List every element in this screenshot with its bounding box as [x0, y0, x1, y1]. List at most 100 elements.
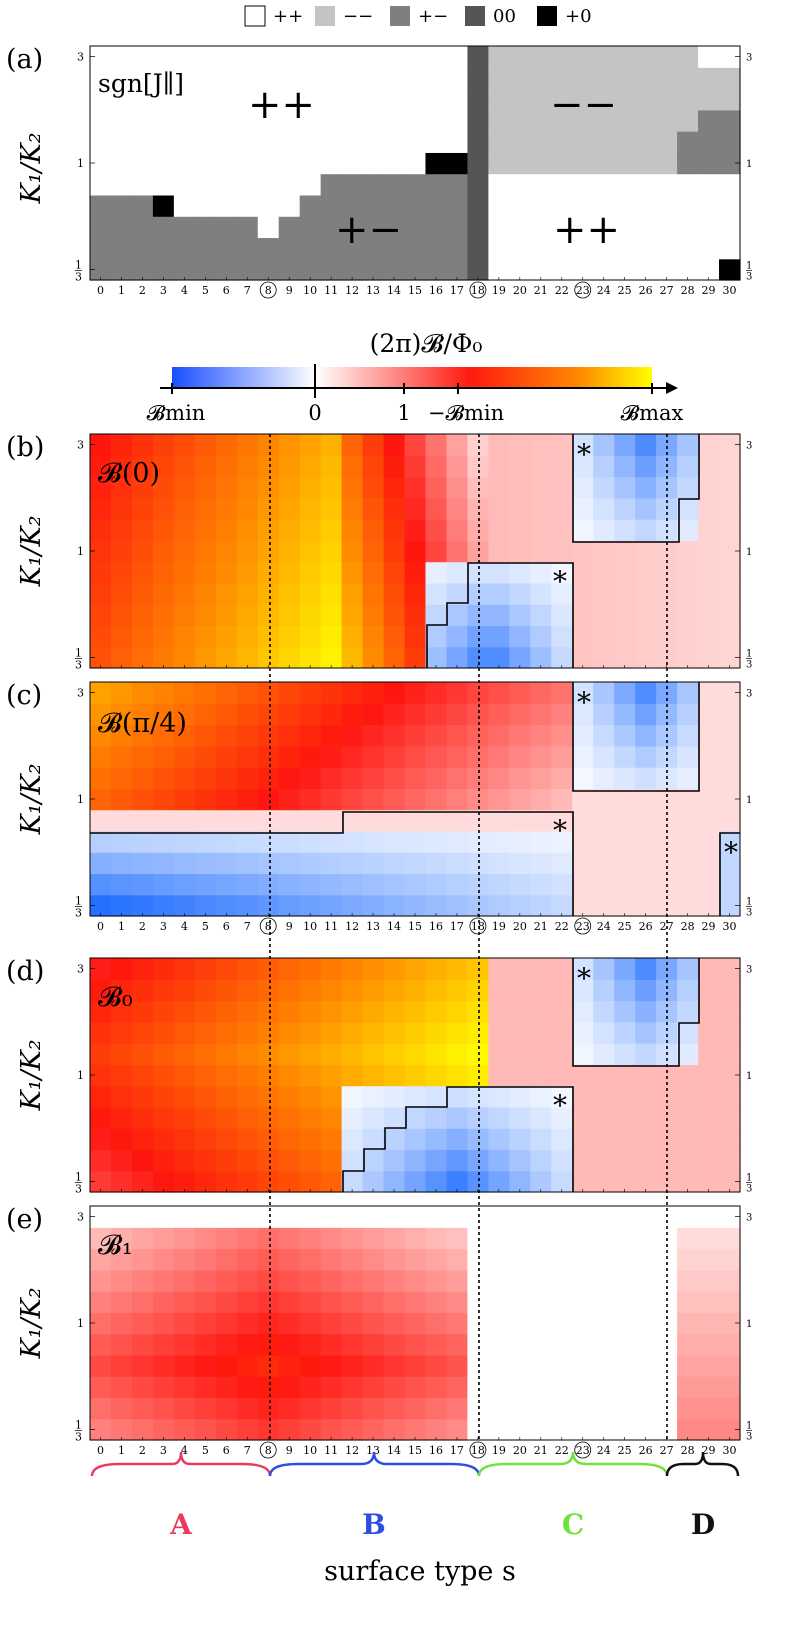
heatmap-cell-a: [383, 152, 406, 175]
heatmap-cell-e: [572, 1248, 594, 1271]
heatmap-cell-d: [320, 1149, 343, 1172]
heatmap-cell-e: [215, 1354, 238, 1377]
heatmap-cell-a: [509, 46, 531, 68]
heatmap-cell-b: [677, 561, 699, 584]
heatmap-cell-a: [299, 258, 322, 281]
heatmap-cell-a: [677, 258, 699, 281]
heatmap-cell-e: [509, 1418, 531, 1441]
heatmap-cell-a: [488, 109, 510, 132]
heatmap-cell-a: [530, 216, 552, 239]
heatmap-cell-e: [656, 1376, 678, 1399]
heatmap-cell-d: [614, 1149, 636, 1172]
x-tick-label: 11: [324, 284, 338, 297]
heatmap-cell-c: [488, 682, 510, 704]
heatmap-cell-a: [530, 152, 552, 175]
heatmap-cell-a: [404, 173, 427, 196]
heatmap-cell-a: [446, 109, 469, 132]
heatmap-cell-c: [551, 745, 573, 768]
heatmap-cell-e: [425, 1269, 448, 1292]
heatmap-cell-d: [152, 979, 175, 1002]
panel-d-boundary-upper: [572, 958, 700, 1067]
heatmap-cell-c: [152, 788, 175, 811]
heatmap-cell-e: [404, 1376, 427, 1399]
panel-e-title: 𝓑₁: [98, 1230, 133, 1261]
heatmap-cell-e: [299, 1354, 322, 1377]
heatmap-cell-c: [320, 852, 343, 875]
heatmap-cell-b: [509, 497, 531, 520]
heatmap-cell-e: [131, 1269, 154, 1292]
heatmap-cell-a: [341, 46, 364, 68]
x-tick-label: 26: [639, 920, 653, 933]
heatmap-cell-e: [677, 1227, 699, 1250]
heatmap-cell-d: [215, 1106, 238, 1129]
heatmap-cell-c: [110, 830, 133, 853]
x-tick-label: 15: [408, 920, 422, 933]
heatmap-cell-e: [719, 1227, 741, 1250]
heatmap-cell-e: [677, 1354, 699, 1377]
heatmap-cell-c: [467, 703, 489, 726]
heatmap-cell-c: [446, 788, 469, 811]
heatmap-cell-e: [719, 1418, 741, 1441]
heatmap-cell-d: [425, 1170, 448, 1193]
heatmap-cell-a: [131, 173, 154, 196]
heatmap-cell-b: [383, 540, 406, 563]
legend-swatch-plusminus: [390, 6, 410, 26]
heatmap-cell-d: [551, 1149, 573, 1172]
heatmap-cell-e: [572, 1333, 594, 1356]
heatmap-cell-e: [635, 1291, 657, 1313]
heatmap-cell-a: [593, 67, 615, 90]
heatmap-cell-e: [362, 1397, 385, 1420]
heatmap-cell-b: [131, 582, 154, 605]
heatmap-cell-b: [110, 519, 133, 541]
panel-a: (a) sgn[J∥] ++ −− +− ++ K₁/K₂: [6, 44, 741, 281]
heatmap-cell-a: [593, 131, 615, 153]
heatmap-cell-d: [677, 1128, 699, 1151]
heatmap-cell-e: [593, 1418, 615, 1441]
heatmap-cell-c: [572, 873, 594, 896]
panel-d-star-upper: *: [577, 962, 591, 995]
heatmap-cell-a: [551, 258, 573, 281]
heatmap-cell-e: [278, 1248, 301, 1271]
heatmap-cell-e: [110, 1291, 133, 1313]
heatmap-cell-b: [698, 434, 720, 456]
heatmap-cell-c: [530, 873, 552, 896]
heatmap-cell-b: [299, 455, 322, 478]
y-tick-label: 1: [75, 1170, 82, 1183]
heatmap-cell-b: [614, 625, 636, 648]
heatmap-cell-a: [173, 194, 196, 217]
heatmap-cell-d: [383, 1170, 406, 1193]
heatmap-cell-c: [530, 830, 552, 853]
heatmap-cell-c: [278, 767, 301, 789]
heatmap-cell-b: [677, 497, 699, 520]
heatmap-cell-a: [90, 237, 112, 260]
heatmap-cell-b: [278, 561, 301, 584]
heatmap-cell-a: [215, 173, 238, 196]
heatmap-cell-d: [572, 1000, 594, 1023]
heatmap-cell-a: [320, 216, 343, 239]
heatmap-cell-b: [194, 561, 217, 584]
heatmap-cell-c: [110, 703, 133, 726]
heatmap-cell-c: [194, 682, 217, 704]
heatmap-cell-a: [677, 131, 699, 153]
heatmap-cell-a: [299, 173, 322, 196]
heatmap-cell-e: [383, 1206, 406, 1228]
heatmap-cell-d: [698, 1043, 720, 1065]
heatmap-cell-e: [698, 1397, 720, 1420]
heatmap-cell-e: [215, 1227, 238, 1250]
heatmap-cell-c: [131, 703, 154, 726]
x-tick-label: 15: [408, 284, 422, 297]
heatmap-cell-b: [677, 434, 699, 456]
heatmap-cell-a: [90, 131, 112, 153]
heatmap-cell-e: [362, 1291, 385, 1313]
heatmap-cell-d: [131, 1021, 154, 1044]
heatmap-cell-e: [152, 1291, 175, 1313]
heatmap-cell-d: [362, 979, 385, 1002]
heatmap-cell-b: [698, 540, 720, 563]
colorbar-label-neg-bmin: −𝓑min: [428, 401, 504, 425]
heatmap-cell-a: [404, 237, 427, 260]
heatmap-cell-b: [90, 519, 112, 541]
heatmap-cell-d: [383, 1128, 406, 1151]
heatmap-cell-a: [152, 216, 175, 239]
heatmap-cell-d: [425, 979, 448, 1002]
heatmap-cell-d: [110, 1043, 133, 1065]
